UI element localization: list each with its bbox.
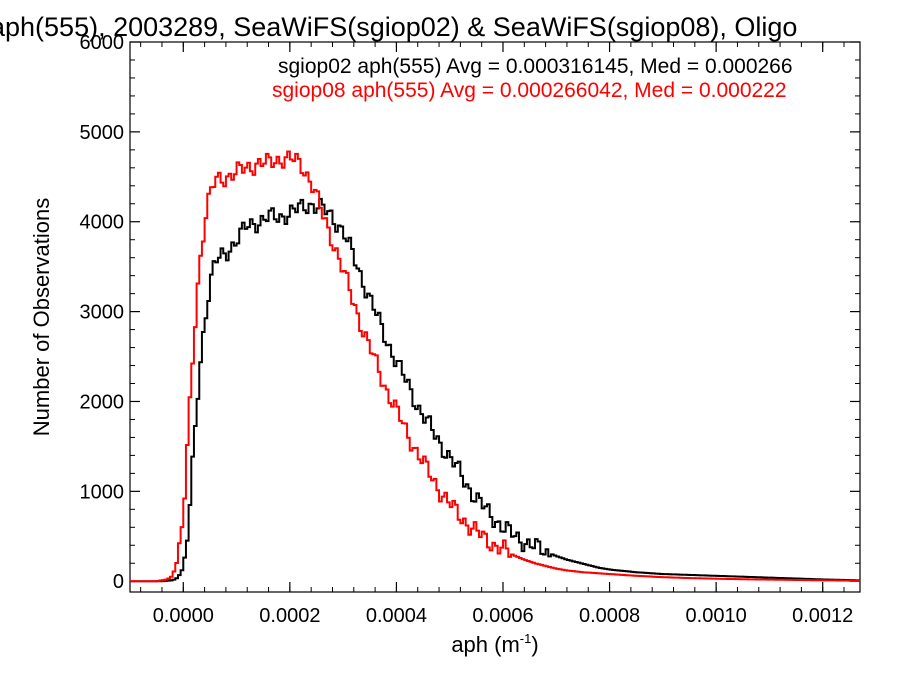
x-tick-label: 0.0002 xyxy=(259,605,320,627)
y-axis: 0 1000 2000 3000 4000 5000 6000 xyxy=(80,32,860,593)
plot-frame xyxy=(129,41,861,593)
x-tick-label: 0.0004 xyxy=(366,605,427,627)
y-tick-label: 2000 xyxy=(80,391,125,413)
y-axis-label: Number of Observations xyxy=(29,198,54,436)
y-tick-label: 5000 xyxy=(80,122,125,144)
y-tick-label: 0 xyxy=(113,571,124,593)
y-tick-label: 3000 xyxy=(80,302,125,324)
x-axis-label: aph (m-1) xyxy=(451,631,538,657)
legend: sgiop02 aph(555) Avg = 0.000316145, Med … xyxy=(272,55,793,102)
x-tick-label: 0.0006 xyxy=(472,605,533,627)
series-sgiop02-line xyxy=(130,197,860,583)
x-tick-label: 0.0000 xyxy=(153,605,214,627)
x-tick-label: 0.0012 xyxy=(792,605,853,627)
legend-entry-sgiop02: sgiop02 aph(555) Avg = 0.000316145, Med … xyxy=(278,55,793,78)
y-tick-label: 1000 xyxy=(80,481,125,503)
x-axis: 0.0000 0.0002 0.0004 0.0006 0.0008 0.0010 0.00… xyxy=(140,42,853,627)
chart-title: aph(555), 2003289, SeaWiFS(sgiop02) & Se… xyxy=(0,12,797,42)
legend-entry-sgiop08: sgiop08 aph(555) Avg = 0.000266042, Med … xyxy=(272,79,787,102)
x-axis-label-close: ) xyxy=(531,632,538,657)
x-axis-label-exponent: -1 xyxy=(520,631,532,646)
x-tick-label: 0.0008 xyxy=(579,605,640,627)
x-tick-label: 0.0010 xyxy=(686,605,747,627)
y-tick-label: 4000 xyxy=(80,212,125,234)
series-layer xyxy=(130,150,860,583)
y-tick-label: 6000 xyxy=(80,32,125,54)
x-axis-label-text: aph (m xyxy=(451,632,519,657)
series-sgiop08-line xyxy=(130,150,860,583)
